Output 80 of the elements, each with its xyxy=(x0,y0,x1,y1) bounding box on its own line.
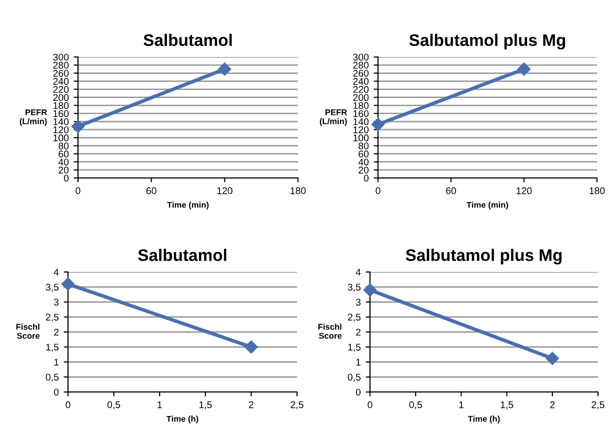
x-tick-label: 1 xyxy=(158,401,162,408)
y-tick-label: 3,5 xyxy=(348,284,361,292)
x-tick-label: 2,5 xyxy=(290,401,304,410)
y-tick-label: 60 xyxy=(58,150,69,158)
x-tick-label: 0,5 xyxy=(107,401,120,410)
x-tick-label: 60 xyxy=(446,187,456,194)
y-tick-label: 1,5 xyxy=(46,344,59,352)
y-tick-label: 40 xyxy=(58,158,69,166)
y-tick-label: 0 xyxy=(54,388,59,396)
y-tick-label: 240 xyxy=(353,78,369,85)
y-tick-label: 300 xyxy=(353,54,369,61)
x-tick-label: 180 xyxy=(290,187,306,194)
y-tick-label: 1,5 xyxy=(348,344,361,352)
x-tick-label: 120 xyxy=(516,187,532,194)
x-tick-label: 0,5 xyxy=(409,401,422,410)
x-tick-label: 120 xyxy=(217,187,232,194)
x-tick-label: 180 xyxy=(590,187,605,194)
y-tick-label: 0 xyxy=(64,174,69,182)
y-axis-title: PEFR (L/min) xyxy=(320,109,348,126)
x-axis-title: Time (min) xyxy=(466,202,508,210)
y-tick-label: 180 xyxy=(53,102,69,110)
y-tick-label: 100 xyxy=(53,134,69,142)
y-tick-label: 280 xyxy=(53,62,69,69)
y-tick-label: 260 xyxy=(353,70,369,77)
x-tick-label: 60 xyxy=(146,187,156,194)
x-tick-label: 1,5 xyxy=(500,401,514,410)
x-tick-label: 2,5 xyxy=(592,401,604,410)
y-tick-label: 20 xyxy=(358,166,369,174)
y-axis-title: Fischl Score xyxy=(318,324,342,339)
x-tick-label: 0 xyxy=(76,187,80,194)
x-tick-label: 1 xyxy=(459,401,464,408)
chart-title: Salbutamol plus Mg xyxy=(409,34,566,50)
chart-title: Salbutamol xyxy=(144,34,232,46)
chart-title: Salbutamol plus Mg xyxy=(406,248,562,264)
y-tick-label: 200 xyxy=(53,94,69,101)
y-tick-label: 80 xyxy=(58,142,69,150)
y-tick-label: 260 xyxy=(53,70,69,77)
y-tick-label: 2 xyxy=(356,328,360,336)
y-tick-label: 40 xyxy=(358,158,369,166)
y-tick-label: 280 xyxy=(353,62,369,69)
y-tick-label: 220 xyxy=(353,86,369,93)
y-tick-label: 60 xyxy=(358,150,369,158)
y-tick-label: 180 xyxy=(353,102,369,110)
x-tick-label: 0 xyxy=(376,187,380,194)
y-tick-label: 100 xyxy=(353,134,369,142)
y-tick-label: 20 xyxy=(58,166,69,174)
y-tick-label: 4 xyxy=(54,268,59,276)
y-tick-label: 4 xyxy=(356,268,361,276)
x-axis-title: Time (h) xyxy=(166,416,198,424)
y-axis-title: Fischl Score xyxy=(16,324,40,339)
y-tick-label: 80 xyxy=(358,142,369,150)
y-tick-label: 0 xyxy=(356,388,361,396)
y-tick-label: 300 xyxy=(53,54,69,61)
x-axis-title: Time (min) xyxy=(167,202,209,210)
y-tick-label: 2,5 xyxy=(348,314,361,322)
y-tick-label: 120 xyxy=(353,126,369,134)
x-tick-label: 2 xyxy=(550,401,555,408)
y-tick-label: 3 xyxy=(356,298,361,306)
y-tick-label: 1 xyxy=(356,358,360,366)
y-tick-label: 2,5 xyxy=(46,314,59,322)
y-tick-label: 3,5 xyxy=(46,284,59,292)
y-tick-label: 160 xyxy=(353,110,369,118)
chart-title: Salbutamol xyxy=(138,248,226,262)
y-tick-label: 3 xyxy=(54,298,59,306)
y-axis-title: PEFR (L/min) xyxy=(20,109,48,126)
y-tick-label: 2 xyxy=(54,328,58,336)
y-tick-label: 140 xyxy=(353,118,369,126)
y-tick-label: 0 xyxy=(364,174,369,182)
y-tick-label: 220 xyxy=(53,86,69,93)
y-tick-label: 0,5 xyxy=(46,374,59,382)
x-tick-label: 1,5 xyxy=(199,401,212,410)
y-tick-label: 200 xyxy=(353,94,369,101)
x-axis-title: Time (h) xyxy=(468,416,500,424)
y-tick-label: 1 xyxy=(54,358,58,366)
y-tick-label: 160 xyxy=(53,110,69,118)
y-tick-label: 0,5 xyxy=(348,374,361,382)
y-tick-label: 120 xyxy=(53,126,69,134)
x-tick-label: 2 xyxy=(248,401,254,408)
y-tick-label: 140 xyxy=(53,118,69,126)
y-tick-label: 240 xyxy=(53,78,69,85)
